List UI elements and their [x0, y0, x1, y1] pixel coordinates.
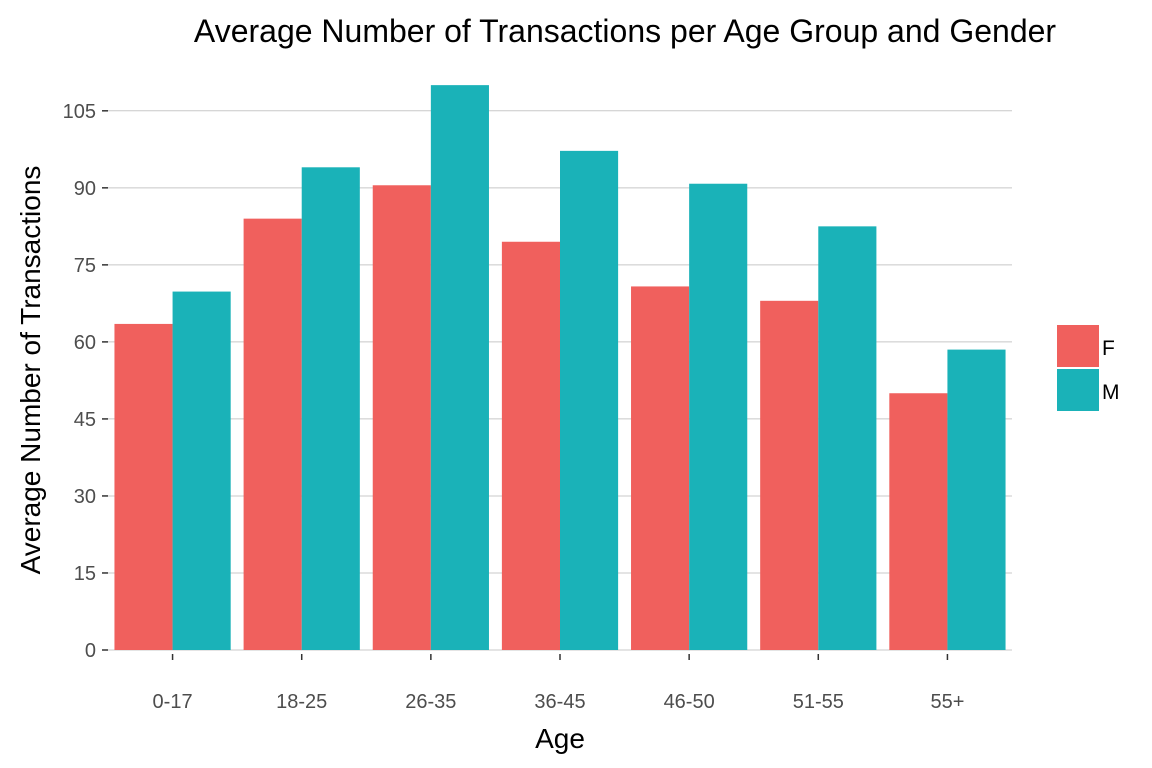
legend-label-m: M [1102, 381, 1120, 404]
legend-label-f: F [1102, 337, 1115, 360]
legend-swatch-f [1057, 325, 1099, 367]
bar-m-36-45 [560, 150, 619, 650]
axis-layer: 0 15 30 45 60 75 90 105 0-17 18-25 26-35 36-45 46-50… [63, 101, 965, 713]
y-tick-label: 75 [74, 255, 96, 277]
x-tick-label: 36-45 [534, 691, 585, 713]
bar-f-36-45 [501, 241, 560, 650]
y-tick-label: 105 [63, 101, 96, 123]
x-tick-label: 55+ [930, 691, 964, 713]
chart-title: Average Number of Transactions per Age G… [194, 13, 1056, 49]
x-tick-label: 0-17 [153, 691, 193, 713]
bar-f-18-25 [243, 218, 302, 650]
x-tick-label: 46-50 [664, 691, 715, 713]
bar-m-26-35 [430, 85, 489, 650]
legend-swatch-m [1057, 369, 1099, 411]
bar-m-46-50 [689, 183, 748, 650]
x-tick-label: 26-35 [405, 691, 456, 713]
bar-m-51-55 [818, 226, 877, 650]
y-tick-label: 45 [74, 409, 96, 431]
bar-f-26-35 [372, 185, 431, 650]
bar-f-0-17 [114, 323, 173, 650]
bar-m-55+ [947, 349, 1006, 650]
x-axis-title: Age [535, 723, 585, 754]
y-tick-label: 30 [74, 486, 96, 508]
bar-f-46-50 [631, 286, 690, 650]
x-tick-label: 18-25 [276, 691, 327, 713]
y-tick-label: 15 [74, 563, 96, 585]
y-axis-title: Average Number of Transactions [15, 166, 46, 575]
y-tick-label: 0 [85, 640, 96, 662]
legend: FM [1057, 325, 1120, 411]
y-tick-label: 90 [74, 178, 96, 200]
x-tick-label: 51-55 [793, 691, 844, 713]
bar-f-51-55 [760, 300, 819, 650]
bar-m-18-25 [301, 167, 360, 650]
bars-layer [114, 85, 1006, 650]
bar-f-55+ [889, 393, 948, 650]
bar-m-0-17 [172, 291, 231, 650]
y-tick-label: 60 [74, 332, 96, 354]
